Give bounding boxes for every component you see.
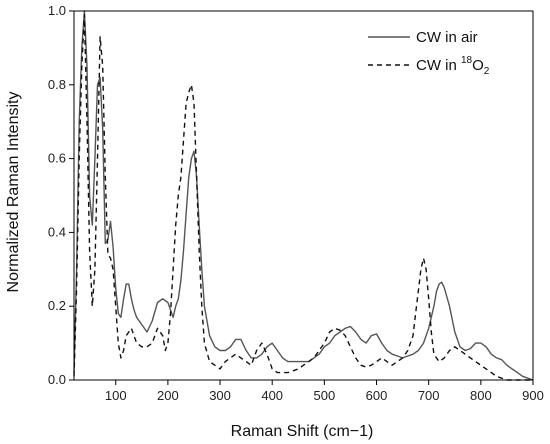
plot-area	[73, 10, 534, 381]
x-tick-label-7: 800	[470, 388, 492, 403]
x-tick-label-8: 900	[522, 388, 544, 403]
y-tick-label-2: 0.4	[48, 224, 66, 239]
legend-label-o18: CW in 18O2	[416, 55, 490, 77]
legend-o18-sub: 2	[484, 66, 490, 77]
y-tick-label-5: 1.0	[48, 3, 66, 18]
axes: 100 200 300 400 500 600 700 800 900 0.0 0.2 0.4 0.6 0…	[48, 3, 544, 403]
x-tick-label-0: 100	[105, 388, 127, 403]
series-line-0	[73, 10, 534, 381]
y-tick-label-3: 0.6	[48, 151, 66, 166]
series-line-1	[73, 14, 533, 381]
x-axis-label: Raman Shift (cm−1)	[231, 423, 374, 440]
legend: CW in air CW in 18O2	[368, 29, 490, 77]
legend-o18-main: O	[472, 57, 484, 74]
x-tick-label-3: 400	[261, 388, 283, 403]
x-tick-label-5: 600	[366, 388, 388, 403]
y-tick-label-4: 0.8	[48, 77, 66, 92]
y-axis-label: Normalized Raman Intensity	[5, 92, 22, 293]
legend-o18-prefix: CW in	[416, 57, 461, 74]
x-tick-label-2: 300	[209, 388, 231, 403]
y-tick-label-0: 0.0	[48, 372, 66, 387]
y-tick-label-1: 0.2	[48, 298, 66, 313]
plot-frame	[73, 10, 534, 381]
legend-label-air: CW in air	[416, 29, 478, 46]
x-tick-label-1: 200	[157, 388, 179, 403]
x-tick-label-4: 500	[314, 388, 336, 403]
x-tick-label-6: 700	[418, 388, 440, 403]
legend-o18-sup: 18	[461, 55, 473, 66]
